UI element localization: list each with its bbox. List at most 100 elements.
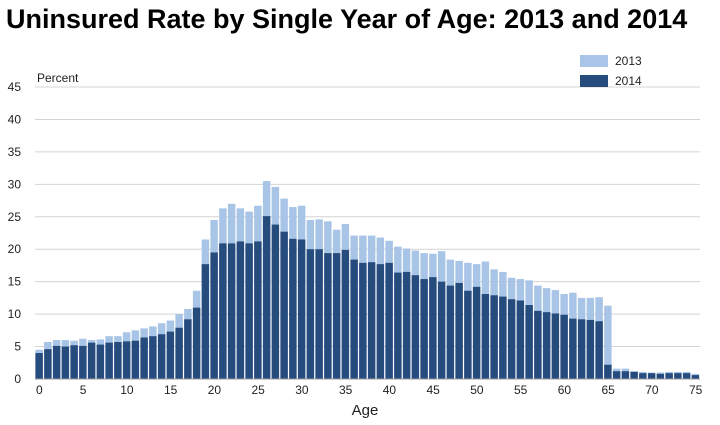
legend-label-2013: 2013 <box>615 54 642 68</box>
y-tick-label: 10 <box>8 307 22 321</box>
bar-2014 <box>665 373 673 379</box>
bar-2014 <box>481 294 490 379</box>
y-tick-label: 25 <box>8 210 22 224</box>
bar-2014 <box>621 371 630 379</box>
bar-2014 <box>140 337 148 379</box>
bar-2014 <box>105 342 113 379</box>
bar-2014 <box>306 249 315 379</box>
bar-2014 <box>87 342 96 379</box>
bar-2014 <box>595 321 603 379</box>
x-tick-label: 60 <box>558 383 572 397</box>
x-tick-label: 55 <box>514 383 528 397</box>
bar-2014 <box>586 319 595 379</box>
legend-label-2014: 2014 <box>615 74 642 88</box>
bar-2014 <box>52 345 61 379</box>
bar-2014 <box>376 264 385 379</box>
bar-2014 <box>560 314 568 379</box>
bar-2014 <box>210 252 218 379</box>
bar-2014 <box>542 312 551 379</box>
bar-2014 <box>472 286 481 379</box>
bar-2014 <box>507 299 516 379</box>
bar-2014 <box>437 281 446 379</box>
y-tick-label: 30 <box>8 177 22 191</box>
bar-2014 <box>551 313 560 379</box>
bar-2014 <box>674 373 682 379</box>
bar-2014 <box>577 319 586 379</box>
bar-2014 <box>639 373 647 379</box>
bar-2014 <box>315 249 323 379</box>
bar-2014 <box>219 243 227 379</box>
y-tick-labels: 0 5 10 15 20 25 30 35 40 45 <box>8 80 22 386</box>
bar-2014 <box>324 253 332 379</box>
bar-2014 <box>122 341 131 379</box>
x-tick-label: 45 <box>426 383 440 397</box>
bar-2014 <box>297 239 306 379</box>
bar-2014 <box>271 224 280 379</box>
bar-2014 <box>131 340 140 379</box>
bar-2014 <box>236 241 245 379</box>
bar-2014 <box>332 253 341 379</box>
x-tick-label: 30 <box>295 383 309 397</box>
bar-2014 <box>166 331 175 379</box>
bar-2014 <box>411 275 420 379</box>
bar-2014 <box>691 375 700 379</box>
x-tick-label: 75 <box>689 383 703 397</box>
bar-2014 <box>114 342 122 379</box>
bar-2013 <box>604 305 612 379</box>
x-tick-label: 50 <box>470 383 484 397</box>
y-tick-label: 45 <box>8 80 22 94</box>
y-tick-label: 0 <box>14 372 21 386</box>
bar-2014 <box>35 353 43 379</box>
bar-2014 <box>682 373 691 379</box>
bar-2014 <box>525 305 533 379</box>
bar-2014 <box>499 296 507 379</box>
x-tick-label: 5 <box>80 383 87 397</box>
x-tick-label: 0 <box>36 383 43 397</box>
bar-2014 <box>647 373 656 379</box>
bar-2014 <box>569 318 577 379</box>
bar-2014 <box>420 279 428 379</box>
bar-2014 <box>157 334 166 379</box>
chart-title: Uninsured Rate by Single Year of Age: 20… <box>6 4 688 34</box>
bar-2014 <box>534 310 542 379</box>
bar-2014 <box>446 285 455 379</box>
bar-2014 <box>516 300 525 379</box>
bar-2014 <box>604 364 612 379</box>
x-tick-label: 15 <box>164 383 178 397</box>
legend: 2013 2014 <box>580 54 642 88</box>
bar-2014 <box>402 271 411 379</box>
bar-2014 <box>350 259 358 379</box>
bar-2014 <box>367 262 376 379</box>
legend-swatch-2014 <box>580 75 608 87</box>
bar-2014 <box>464 290 472 379</box>
bar-2014 <box>429 277 437 379</box>
bar-2014 <box>201 264 210 379</box>
x-axis-label: Age <box>352 402 379 419</box>
x-tick-label: 40 <box>383 383 397 397</box>
bar-2014 <box>455 282 463 379</box>
bar-2014 <box>254 241 262 379</box>
bar-2014 <box>630 371 638 379</box>
x-tick-label: 65 <box>601 383 615 397</box>
bar-2014 <box>289 238 297 379</box>
x-tick-label: 25 <box>251 383 265 397</box>
bar-2014 <box>149 336 157 379</box>
bar-2014 <box>612 371 621 379</box>
x-tick-label: 70 <box>645 383 659 397</box>
bar-2014 <box>192 307 201 379</box>
y-tick-label: 35 <box>8 145 22 159</box>
bar-2014 <box>61 346 70 379</box>
bar-2014 <box>385 262 393 379</box>
y-axis-label: Percent <box>37 71 79 85</box>
bar-2014 <box>184 319 192 379</box>
x-tick-label: 35 <box>339 383 353 397</box>
bar-2014 <box>262 216 271 379</box>
bar-2014 <box>394 272 402 379</box>
x-tick-label: 10 <box>120 383 134 397</box>
bar-2014 <box>341 249 350 379</box>
x-tick-labels: 0 5 10 15 20 25 30 35 40 45 50 55 60 65 70 75 <box>36 383 703 397</box>
bar-series <box>35 181 700 379</box>
bar-2014 <box>280 231 288 379</box>
bar-2014 <box>490 295 498 379</box>
